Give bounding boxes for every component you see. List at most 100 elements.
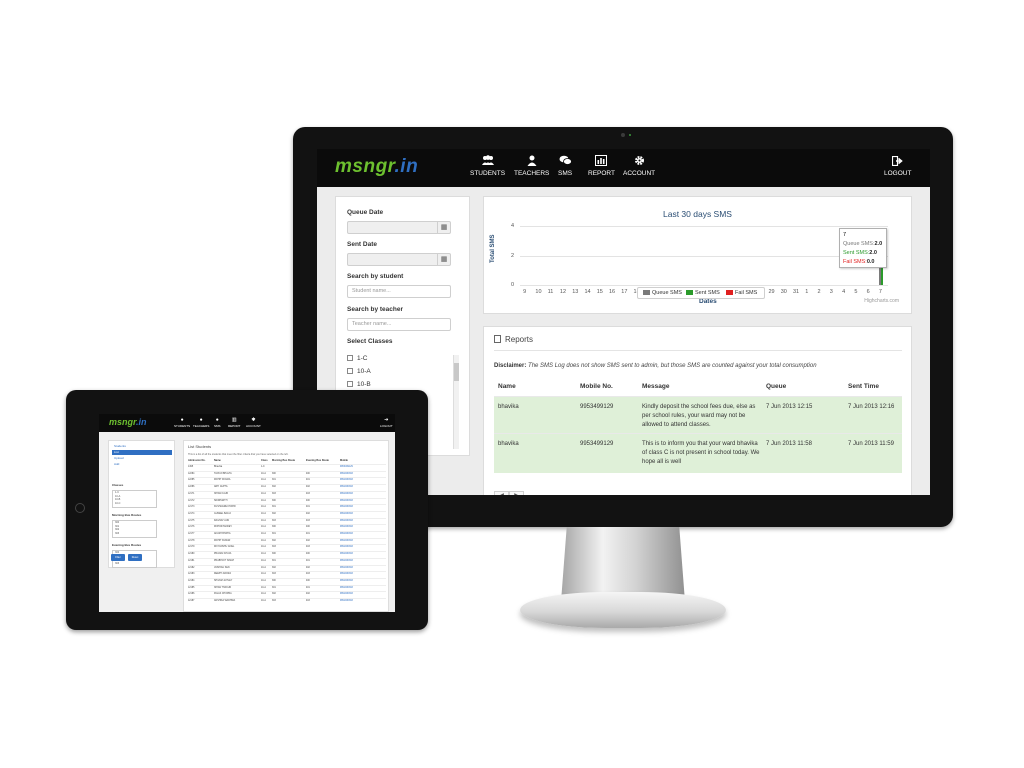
prev-page-button[interactable]: ◀ [494,491,509,495]
table-row[interactable]: 12186 PALAK CHOPRA 10-A 302 402 9891930393 [188,591,386,598]
table-row[interactable]: 12177 AKASH BHATIA 10-A 301 401 9891930393 [188,531,386,538]
student-search-input[interactable]: Student name... [347,285,451,298]
table-row[interactable]: 12179 DIVYANSHU GOEL 10-A 303 403 9891930393 [188,544,386,551]
table-row[interactable]: 12184 SHIVAM JAITLEY 10-A 300 400 9891930393 [188,577,386,585]
tablet-nav-sms[interactable]: ● SMS [214,417,221,428]
table-cell: 12184 [188,579,195,582]
table-cell: SHIVAM JAITLEY [214,579,233,582]
table-cell: 400 [306,553,310,556]
table-row[interactable]: 12182 VAISHALI SEN 10-A 302 402 9891930393 [188,564,386,572]
table-row[interactable]: 12285 MOHIT DOGRA 10-A 301 401 9891930393 [188,477,386,484]
bar-chart-icon [588,154,615,170]
table-cell: TANVIJI BHALTA [214,472,232,475]
table-cell: 400 [306,499,310,502]
tablet-nav-students[interactable]: ● STUDENTS [174,417,191,428]
chart-bar-sent-sms[interactable] [881,255,884,285]
table-row[interactable]: 12176 ROHINI PANDEY 10-A 300 400 9891930393 [188,524,386,531]
class-checkbox[interactable]: 10-B [347,381,371,388]
cell-queue: 7 Jun 2013 12:15 [766,404,813,410]
nav-teachers[interactable]: TEACHERS [514,154,549,177]
sent-date-input[interactable]: ▦ [347,253,451,266]
table-cell: 10-A [261,586,266,589]
table-row[interactable]: 12181 PRABHJOT SINGH 10-A 301 401 9891930393 [188,557,386,565]
table-cell: 12185 [188,586,195,589]
table-cell: 303 [272,492,276,495]
table-cell: 300 [272,553,276,556]
table-cell: 9891930393 [340,553,353,556]
table-row[interactable]: 12172 SIDDHARTH 10-A 300 400 9891930393 [188,497,386,505]
tablet-side-students[interactable]: Students [114,444,126,448]
table-row[interactable]: 12187 ANSHIKA WADHWA 10-A 303 403 9891930393 [188,598,386,605]
table-cell: SIDDHARTH [214,499,228,502]
table-cell: DIVYANSHU GOEL [214,546,235,549]
table-cell: 301 [272,586,276,589]
tablet-logo[interactable]: msngr.in [109,417,147,427]
tablet-classes-select[interactable]: 1-C 10-A 10-B 10-C [112,490,157,508]
tablet-reset-button[interactable]: Reset [128,554,142,561]
user-icon [514,154,549,170]
nav-sms[interactable]: SMS [558,154,572,177]
tablet-nav-logout[interactable]: ➔ LOGOUT [380,417,393,428]
table-cell: 402 [306,512,310,515]
tablet-side-list[interactable]: List [112,450,172,455]
scroll-thumb[interactable] [454,363,459,381]
table-cell: 12173 [188,506,195,509]
table-row[interactable]: 12183 DEEPTI ARORA 10-A 303 403 9891930393 [188,571,386,578]
chart-bar-queue-sms[interactable] [878,255,882,285]
table-cell: 12182 [188,566,195,569]
report-row[interactable]: bhavika 9953499129 Kindly deposit the sc… [494,396,902,433]
calendar-icon[interactable]: ▦ [437,254,450,265]
table-row[interactable]: 12171 ISHAN KAUR 10-A 303 403 9891930393 [188,490,386,498]
users-icon [470,154,505,170]
tablet-side-upload[interactable]: Upload [114,456,124,460]
report-row[interactable]: bhavika 9953499129 This is to inform you… [494,433,902,473]
table-cell: 402 [306,566,310,569]
table-cell: 10-A [261,559,266,562]
tablet-side-add[interactable]: Add [114,462,120,466]
table-cell: MOHIT DOGRA [214,479,231,482]
class-checkbox[interactable]: 1-C [347,355,367,362]
y-axis-label: Total SMS [490,234,496,263]
cell-name: bhavika [498,441,519,447]
tablet-filter-button[interactable]: Filter [111,554,125,561]
tablet-nav-account[interactable]: ✱ ACCOUNT [246,417,261,428]
calendar-icon[interactable]: ▦ [437,222,450,233]
queue-date-label: Queue Date [347,209,384,216]
classes-scrollbar[interactable] [453,355,459,449]
table-row[interactable]: 12180 PRANAV AHUJA 10-A 300 400 9891930393 [188,551,386,558]
teacher-search-input[interactable]: Teacher name... [347,318,451,331]
nav-account[interactable]: ACCOUNT [623,154,655,177]
table-cell: 9891930393 [340,573,353,576]
table-row[interactable]: 12173 KUSHAGRE KHATRI 10-A 301 401 9891930393 [188,504,386,511]
next-page-button[interactable]: ▶ [509,491,524,495]
table-row[interactable]: 12174 GUNEEL BAJAJ 10-A 302 402 9891930393 [188,510,386,518]
table-cell: 10-A [261,512,266,515]
class-checkbox[interactable]: 10-A [347,368,371,375]
table-cell: 303 [272,600,276,602]
table-cell: 12175 [188,519,195,522]
queue-date-input[interactable]: ▦ [347,221,451,234]
table-cell: 10-A [261,526,266,529]
table-row[interactable]: 12178 MOHIT KUMAR 10-A 302 402 9891930393 [188,537,386,545]
legend-fail-sms[interactable]: Fail SMS [726,290,757,296]
table-cell: 12183 [188,573,195,576]
nav-report[interactable]: REPORT [588,154,615,177]
nav-logout[interactable]: LOGOUT [884,154,911,177]
chart-credits[interactable]: Highcharts.com [864,298,899,304]
table-cell: 12285 [188,479,195,482]
tablet-nav-report[interactable]: ▥ REPORT [228,417,241,428]
table-row[interactable]: 12185 ISHAN THAKUR 10-A 301 401 9891930393 [188,584,386,592]
x-tick-label: 3 [829,289,833,295]
legend-sent-sms[interactable]: Sent SMS [686,290,720,296]
table-row[interactable]: 12286 ARTI GUPTA 10-A 302 402 9891930393 [188,484,386,491]
table-cell: 10-A [261,479,266,482]
table-cell: 12177 [188,533,195,535]
legend-queue-sms[interactable]: Queue SMS [643,290,682,296]
table-row[interactable]: 12284 TANVIJI BHALTA 10-A 300 400 9891930393 [188,470,386,478]
nav-students[interactable]: STUDENTS [470,154,505,177]
table-row[interactable]: 1495 Bhavika 1-C 9953499129 [188,464,386,471]
tablet-morning-select[interactable]: 300 301 302 303 [112,520,157,538]
table-row[interactable]: 12175 RAGHAV JAIN 10-A 303 403 9891930393 [188,517,386,525]
tablet-nav-teachers[interactable]: ● TEACHERS [193,417,210,428]
logo[interactable]: msngr.in [335,156,419,177]
